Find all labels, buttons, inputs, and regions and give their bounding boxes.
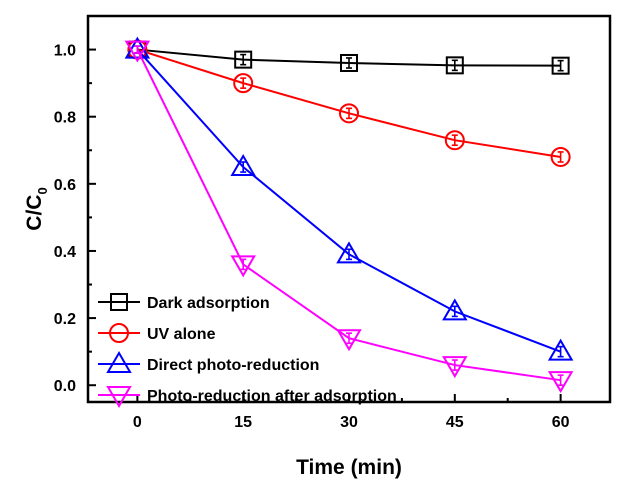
y-tick-label: 0.6 bbox=[54, 177, 76, 194]
square-marker bbox=[445, 56, 464, 75]
legend-label: Direct photo-reduction bbox=[147, 357, 319, 374]
triangle-down-marker bbox=[442, 356, 468, 379]
legend-label: UV alone bbox=[147, 326, 216, 343]
x-tick-label: 30 bbox=[340, 414, 358, 431]
y-axis-title: C/C0 bbox=[23, 187, 50, 230]
x-tick-label: 0 bbox=[133, 414, 142, 431]
y-tick-label: 0.0 bbox=[54, 378, 76, 395]
legend-item: Dark adsorption bbox=[98, 293, 270, 312]
triangle-down-marker bbox=[547, 371, 574, 394]
triangle-down-marker bbox=[230, 255, 256, 278]
legend: Dark adsorption UV alone Direct photo-redu… bbox=[98, 293, 397, 408]
legend-item: UV alone bbox=[98, 323, 216, 343]
circle-marker bbox=[444, 130, 465, 151]
x-tick-label: 60 bbox=[552, 414, 570, 431]
triangle-down-marker bbox=[106, 386, 132, 408]
y-axis-title-subscript: 0 bbox=[35, 187, 50, 194]
y-tick-label: 1.0 bbox=[54, 43, 76, 60]
square-marker bbox=[110, 293, 128, 311]
triangle-down-marker bbox=[124, 40, 151, 63]
circle-marker bbox=[550, 146, 571, 167]
legend-item: Direct photo-reduction bbox=[98, 351, 319, 374]
circle-marker bbox=[109, 323, 129, 343]
y-tick-label: 0.8 bbox=[54, 110, 76, 127]
triangle-up-marker bbox=[547, 338, 574, 361]
x-tick-label: 15 bbox=[234, 414, 252, 431]
x-axis-title: Time (min) bbox=[296, 456, 402, 479]
y-tick-labels: 0.0 0.2 0.4 0.6 0.8 1.0 bbox=[54, 43, 76, 396]
y-axis-title-main: C/C bbox=[23, 195, 46, 231]
axis-ticks bbox=[88, 48, 562, 402]
legend-label: Photo-reduction after adsorption bbox=[147, 388, 397, 405]
square-marker bbox=[340, 53, 358, 72]
y-tick-label: 0.2 bbox=[54, 311, 76, 328]
triangle-up-marker bbox=[336, 241, 362, 264]
triangle-down-marker bbox=[336, 329, 362, 352]
legend-item: Photo-reduction after adsorption bbox=[98, 386, 397, 408]
circle-marker bbox=[339, 103, 359, 124]
series bbox=[124, 40, 574, 394]
series-layer bbox=[124, 36, 574, 394]
x-tick-labels: 0 15 30 45 60 bbox=[133, 414, 570, 431]
circle-marker bbox=[233, 73, 254, 94]
square-marker bbox=[551, 56, 570, 75]
legend-label: Dark adsorption bbox=[147, 295, 270, 312]
plot-frame bbox=[86, 14, 612, 404]
series bbox=[127, 39, 571, 167]
triangle-up-marker bbox=[230, 154, 256, 177]
x-tick-label: 45 bbox=[446, 414, 464, 431]
triangle-up-marker bbox=[442, 298, 468, 321]
y-tick-label: 0.4 bbox=[54, 244, 76, 261]
series bbox=[124, 36, 574, 361]
triangle-up-marker bbox=[106, 351, 132, 373]
square-marker bbox=[234, 50, 253, 69]
triangle-up-marker bbox=[124, 36, 151, 59]
